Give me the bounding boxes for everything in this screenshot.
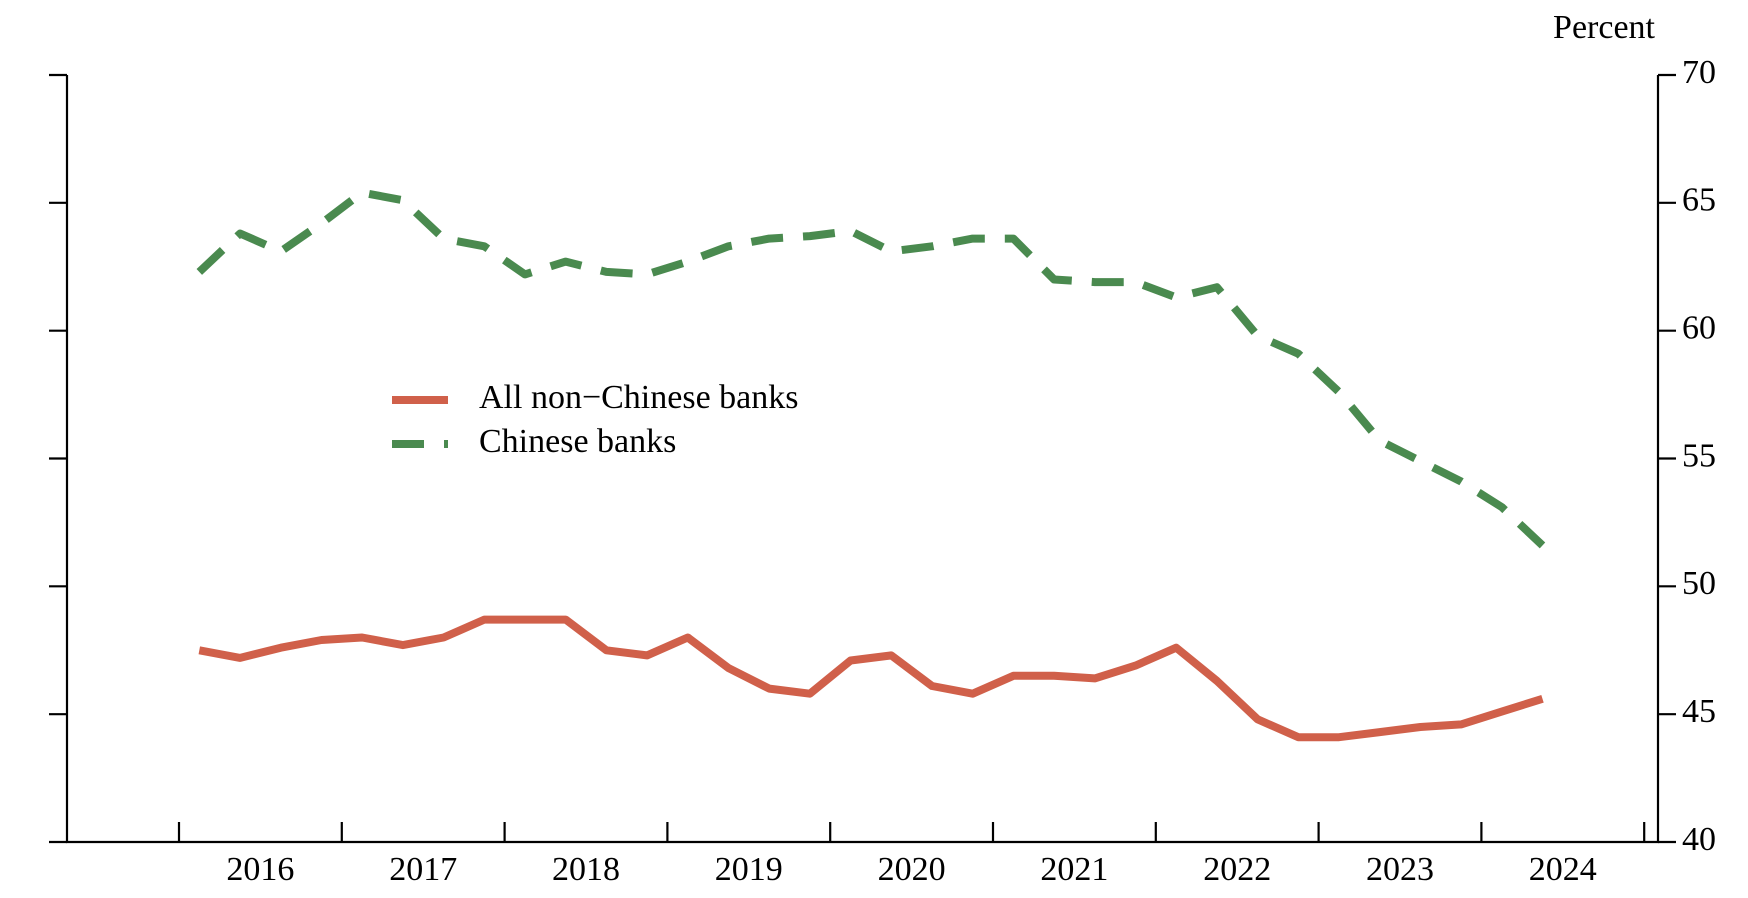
y-tick-label: 70 [1682, 54, 1716, 91]
legend-label: Chinese banks [479, 423, 676, 460]
x-tick-label: 2018 [552, 851, 620, 888]
y-tick-label: 40 [1682, 821, 1716, 858]
x-tick-label: 2022 [1203, 851, 1271, 888]
series-line [198, 615, 1544, 742]
x-tick-label: 2023 [1366, 851, 1434, 888]
y-tick-label: 55 [1682, 437, 1716, 474]
y-tick-label: 65 [1682, 182, 1716, 219]
y-tick-label: 45 [1682, 693, 1716, 730]
y-axis-label: Percent [1553, 9, 1656, 46]
x-tick-label: 2021 [1040, 851, 1108, 888]
legend-label: All non−Chinese banks [479, 379, 798, 416]
x-tick-label: 2016 [226, 851, 294, 888]
x-tick-label: 2024 [1529, 851, 1597, 888]
x-tick-label: 2017 [389, 851, 457, 888]
x-tick-label: 2019 [715, 851, 783, 888]
y-tick-label: 60 [1682, 309, 1716, 346]
x-tick-label: 2020 [878, 851, 946, 888]
series-line [196, 188, 1546, 549]
y-tick-label: 50 [1682, 565, 1716, 602]
